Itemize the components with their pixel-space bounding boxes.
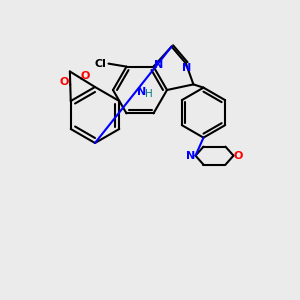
Text: H: H [146, 89, 153, 99]
Text: O: O [234, 151, 243, 160]
Text: N: N [137, 87, 146, 97]
Text: N: N [186, 151, 195, 160]
Text: O: O [60, 77, 69, 87]
Text: O: O [80, 71, 90, 82]
Text: Cl: Cl [94, 58, 106, 69]
Text: N: N [182, 64, 192, 74]
Text: N: N [154, 60, 163, 70]
